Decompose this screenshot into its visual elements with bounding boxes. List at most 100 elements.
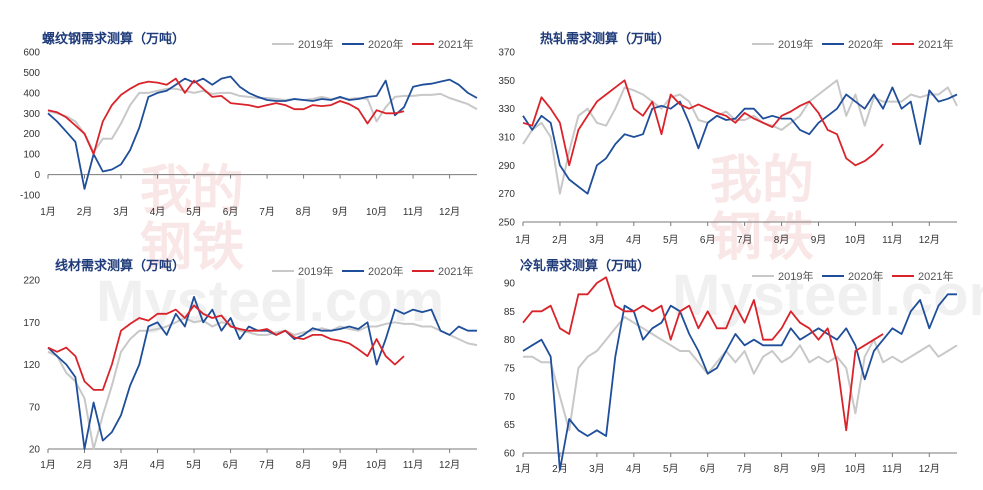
x-tick-label: 11月: [403, 206, 423, 218]
x-tick-label: 6月: [223, 459, 239, 471]
x-tick-label: 1月: [515, 463, 531, 475]
x-tick-label: 7月: [259, 206, 275, 218]
y-tick-label: 310: [498, 133, 515, 144]
y-tick-label: 80: [504, 335, 516, 346]
y-tick-label: 120: [23, 360, 40, 371]
series-line-2021年: [522, 276, 884, 432]
y-tick-label: 85: [504, 307, 516, 318]
y-tick-label: 290: [498, 161, 515, 172]
x-tick-label: 4月: [626, 463, 642, 475]
x-tick-label: 1月: [40, 459, 56, 471]
series-line-2021年: [47, 77, 405, 156]
y-tick-label: 70: [504, 392, 516, 403]
series-line-2021年: [522, 79, 884, 167]
y-tick-label: 370: [498, 48, 515, 59]
series-line-2019年: [523, 316, 958, 432]
x-tick-label: 9月: [332, 459, 348, 471]
series-line-2020年: [47, 295, 477, 450]
x-tick-label: 11月: [882, 234, 902, 246]
x-tick-label: 2月: [77, 459, 93, 471]
x-tick-label: 8月: [774, 463, 790, 475]
chart-title: 热轧需求测算（万吨）: [540, 31, 670, 46]
x-tick-label: 3月: [113, 206, 129, 218]
x-tick-label: 3月: [113, 459, 129, 471]
x-tick-label: 10月: [845, 234, 866, 246]
x-tick-label: 4月: [626, 234, 642, 246]
x-tick-label: 6月: [223, 206, 239, 218]
legend-label: 2020年: [848, 37, 883, 51]
series-line-2021年: [47, 304, 405, 391]
x-tick-label: 5月: [663, 234, 679, 246]
legend-label: 2021年: [438, 37, 473, 51]
y-tick-label: 300: [23, 109, 40, 120]
chart-panel-2: 热轧需求测算（万吨） 250 270 290 310 330 350 370 1月 2月 3月 4月 5…: [498, 31, 958, 246]
x-tick-label: 8月: [774, 234, 790, 246]
y-tick-label: 250: [498, 218, 515, 229]
x-tick-label: 12月: [439, 206, 460, 218]
y-tick-label: 100: [23, 150, 40, 161]
y-tick-label: 350: [498, 76, 515, 87]
x-tick-label: 8月: [296, 459, 312, 471]
y-tick-label: 65: [504, 420, 516, 431]
x-tick-label: 5月: [186, 459, 202, 471]
y-tick-label: 400: [23, 88, 40, 99]
x-tick-label: 5月: [186, 206, 202, 218]
x-tick-label: 1月: [515, 234, 531, 246]
series-line-2020年: [47, 75, 478, 190]
y-tick-label: 90: [504, 279, 516, 290]
y-tick-label: 0: [34, 170, 40, 181]
legend-label: 2021年: [918, 37, 953, 51]
legend-label: 2019年: [298, 37, 333, 51]
series-line-2019年: [522, 79, 958, 195]
x-tick-label: 6月: [700, 234, 716, 246]
x-tick-label: 7月: [737, 234, 753, 246]
x-tick-label: 10月: [845, 463, 866, 475]
y-tick-label: 500: [23, 68, 40, 79]
legend-label: 2021年: [918, 269, 953, 283]
x-tick-label: 2月: [552, 234, 568, 246]
chart-panel-3: 线材需求测算（万吨） 20 70 120 170 220 1月 2月 3月 4月 5月 6月 7月 8月 9…: [23, 258, 478, 471]
y-tick-label: 600: [23, 48, 40, 59]
x-tick-label: 6月: [700, 463, 716, 475]
x-tick-label: 9月: [811, 234, 827, 246]
x-tick-label: 12月: [919, 463, 940, 475]
x-tick-label: 12月: [439, 459, 460, 471]
x-tick-label: 10月: [366, 459, 387, 471]
x-tick-label: 9月: [332, 206, 348, 218]
legend-label: 2020年: [368, 264, 403, 278]
chart-panel-1: 螺纹钢需求测算（万吨） -100 0 100 200 300 400 500 600 1月 2月 3月…: [20, 31, 478, 218]
series-line-2020年: [522, 293, 957, 471]
chart-title: 螺纹钢需求测算（万吨）: [42, 31, 185, 46]
x-tick-label: 4月: [150, 459, 166, 471]
y-tick-label: 220: [23, 276, 40, 287]
chart-title: 冷轧需求测算（万吨）: [520, 258, 650, 273]
y-tick-label: 270: [498, 189, 515, 200]
chart-title: 线材需求测算（万吨）: [55, 258, 185, 273]
x-tick-label: 11月: [882, 463, 902, 475]
legend-label: 2020年: [848, 269, 883, 283]
legend-label: 2020年: [368, 37, 403, 51]
x-tick-label: 11月: [403, 459, 423, 471]
legend-label: 2019年: [778, 269, 813, 283]
x-tick-label: 7月: [737, 463, 753, 475]
y-tick-label: 200: [23, 129, 40, 140]
y-tick-label: -100: [20, 191, 40, 202]
series-line-2019年: [47, 317, 478, 450]
x-tick-label: 1月: [40, 206, 56, 218]
x-tick-label: 9月: [811, 463, 827, 475]
series-line-2020年: [522, 86, 958, 195]
y-tick-label: 60: [504, 449, 516, 460]
x-tick-label: 7月: [259, 459, 275, 471]
legend-label: 2019年: [298, 264, 333, 278]
x-tick-label: 8月: [296, 206, 312, 218]
x-tick-label: 3月: [589, 463, 605, 475]
x-tick-label: 12月: [919, 234, 940, 246]
y-tick-label: 75: [504, 364, 516, 375]
y-tick-label: 20: [29, 445, 41, 456]
x-tick-label: 3月: [589, 234, 605, 246]
legend-label: 2021年: [438, 264, 473, 278]
legend-label: 2019年: [778, 37, 813, 51]
x-tick-label: 4月: [150, 206, 166, 218]
